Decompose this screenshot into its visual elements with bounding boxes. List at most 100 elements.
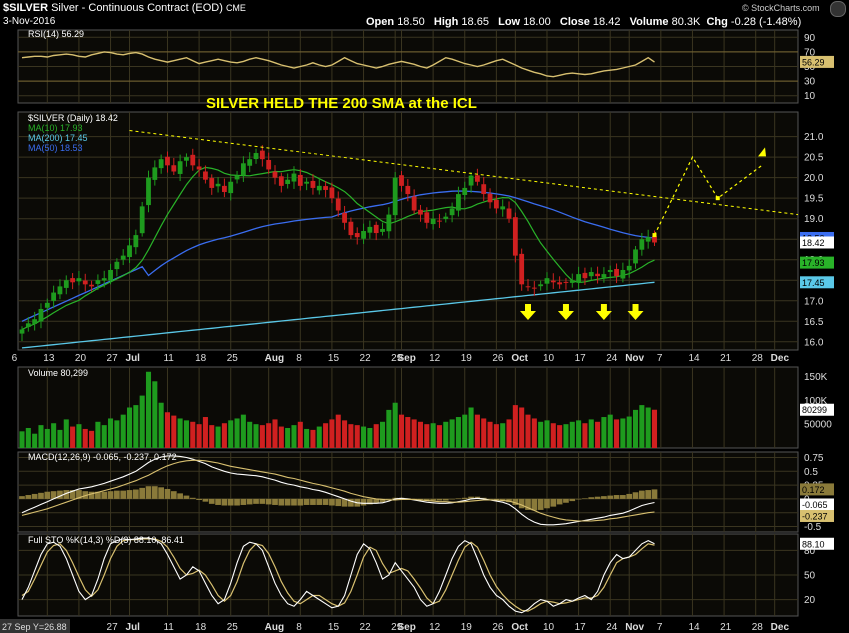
macd-histogram-bar (487, 498, 493, 500)
price-last-value: 18.42 (802, 238, 825, 248)
volume-bar (614, 419, 620, 448)
volume-bar (481, 418, 487, 448)
rsi-label: RSI(14) 56.29 (28, 29, 84, 39)
footer-x-tick-label: Dec (771, 622, 790, 633)
macd-histogram-bar (227, 498, 234, 506)
y-tick-label: 16.0 (804, 337, 824, 348)
candle (158, 159, 164, 169)
macd-histogram-bar (569, 498, 576, 502)
volume-y-tick: 150K (804, 372, 828, 383)
volume-bar (82, 428, 88, 448)
x-tick-label: 13 (43, 353, 55, 364)
volume-bar (601, 417, 607, 448)
projection-arrowhead (758, 147, 767, 157)
candle (184, 157, 189, 161)
candle (285, 179, 291, 185)
candle (221, 185, 227, 193)
macd-histogram-bar (537, 498, 544, 510)
candle (272, 171, 278, 178)
candle (278, 176, 284, 186)
footer-x-tick-label: 11 (163, 622, 174, 633)
volume-bar (164, 412, 171, 448)
macd-histogram-bar (208, 498, 215, 504)
settings-button[interactable] (830, 1, 846, 17)
volume-bar (367, 427, 373, 448)
volume-bar (247, 421, 253, 448)
footer-x-tick-label: Jul (126, 622, 141, 633)
macd-histogram-bar (493, 498, 500, 500)
macd-histogram-bar (82, 491, 89, 499)
macd-signal-last-value: -0.237 (802, 511, 828, 521)
macd-histogram-bar (310, 498, 316, 505)
macd-histogram-bar (379, 498, 386, 503)
volume-bar (569, 421, 575, 448)
x-tick-label: 6 (12, 353, 18, 364)
volume-bar (126, 407, 133, 448)
macd-histogram-bar (31, 493, 38, 499)
macd-histogram-bar (158, 487, 164, 499)
candle (607, 269, 613, 272)
y-tick-label: 20.0 (804, 173, 824, 184)
macd-histogram-bar (348, 498, 354, 507)
footer-x-tick-label: 21 (720, 622, 732, 633)
volume-bar (342, 420, 348, 448)
candle (19, 329, 25, 334)
ma200-last-value-box (800, 276, 834, 289)
macd-histogram-bar (19, 496, 25, 499)
candle (70, 278, 76, 283)
x-tick-label: 29 (391, 353, 403, 364)
macd-histogram-bar (139, 487, 146, 499)
x-tick-label: 14 (688, 353, 700, 364)
candle (367, 226, 373, 233)
candle (645, 237, 651, 242)
volume-bar (639, 405, 645, 448)
volume-bar (63, 419, 69, 448)
volume-bar (259, 425, 265, 448)
candle (63, 280, 69, 288)
projection-point (652, 233, 657, 238)
volume-bar (455, 417, 461, 448)
volume-bar (563, 424, 569, 448)
volume-bar (531, 418, 537, 448)
candle (266, 159, 272, 170)
candle (493, 199, 499, 209)
y-tick-label: 16.5 (804, 317, 824, 328)
volume-bar (576, 420, 582, 448)
volume-last-value: 80299 (802, 405, 827, 415)
support-arrow-icon (520, 304, 536, 320)
candle (240, 163, 246, 176)
macd-histogram-bar (651, 489, 658, 499)
volume-bar (424, 424, 430, 448)
macd-histogram-bar (556, 498, 563, 505)
candle (44, 302, 50, 308)
candle (456, 194, 461, 211)
macd-histogram-bar (544, 498, 550, 509)
macd-histogram-bar (632, 492, 639, 499)
macd-histogram-bar (550, 498, 557, 507)
volume-bar (595, 421, 601, 448)
macd-histogram-bar (284, 498, 291, 506)
y-tick-label: 30 (804, 77, 816, 88)
candle (468, 175, 474, 186)
macd-histogram-bar (588, 497, 595, 499)
volume-bar (278, 426, 284, 448)
x-tick-label: 28 (752, 353, 764, 364)
candle (209, 178, 215, 188)
volume-bar (196, 424, 202, 448)
macd-histogram-bar (259, 498, 266, 504)
macd-histogram-bar (215, 498, 221, 505)
chart-date: 3-Nov-2016 (3, 16, 56, 27)
x-tick-label: 24 (606, 353, 618, 364)
macd-histogram-bar (246, 498, 253, 505)
macd-histogram-bar (44, 491, 51, 499)
footer-x-tick-label: 10 (543, 622, 555, 633)
candle (544, 278, 550, 284)
volume-bar (177, 418, 183, 448)
macd-histogram-bar (69, 490, 76, 499)
candle (82, 280, 88, 285)
macd-histogram-bar (613, 495, 620, 499)
candle (588, 272, 594, 277)
candle (171, 165, 177, 172)
volume-bar (557, 425, 563, 448)
ma200-line (21, 281, 655, 349)
